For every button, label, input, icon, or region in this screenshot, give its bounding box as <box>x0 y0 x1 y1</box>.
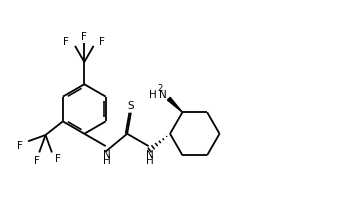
Text: H: H <box>149 90 157 100</box>
Text: F: F <box>55 154 61 164</box>
Text: F: F <box>34 156 40 166</box>
Text: N: N <box>103 150 111 160</box>
Text: H: H <box>103 156 111 165</box>
Text: F: F <box>16 141 23 151</box>
Text: N: N <box>146 150 154 160</box>
Text: H: H <box>146 156 154 165</box>
Text: F: F <box>63 37 69 47</box>
Text: N: N <box>159 90 167 100</box>
Text: F: F <box>99 37 105 47</box>
Text: F: F <box>81 32 87 42</box>
Polygon shape <box>168 97 183 112</box>
Text: 2: 2 <box>157 84 162 93</box>
Text: S: S <box>127 101 134 111</box>
